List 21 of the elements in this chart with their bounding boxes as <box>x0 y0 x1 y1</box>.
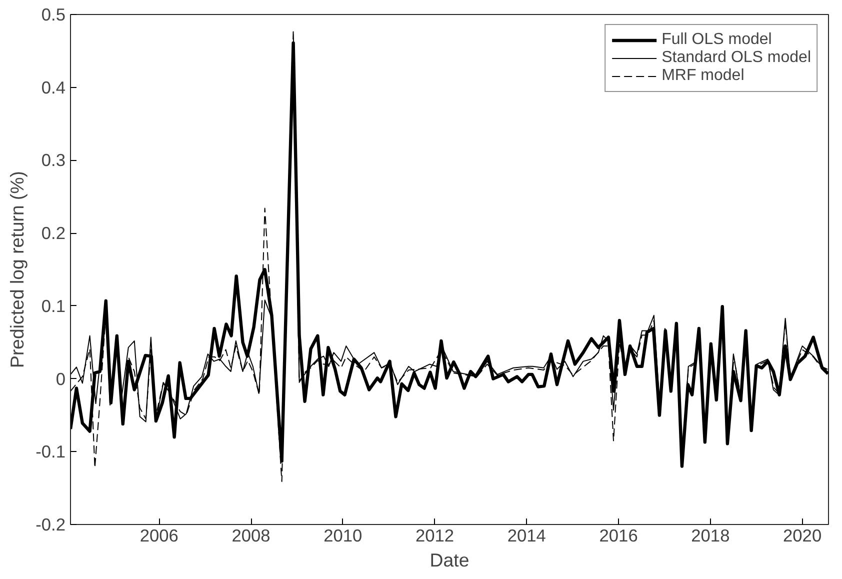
y-tick-label: 0.4 <box>41 77 66 98</box>
x-tick-label: 2012 <box>416 526 454 546</box>
y-tick-label: 0.3 <box>41 150 66 170</box>
y-tick-label: -0.1 <box>36 442 66 462</box>
y-tick-label: 0.1 <box>41 296 66 316</box>
x-axis-title: Date <box>430 550 470 570</box>
legend-label: MRF model <box>662 67 744 85</box>
x-tick-label: 2014 <box>507 526 546 546</box>
y-tick-label: 0.2 <box>41 223 66 244</box>
x-tick-label: 2016 <box>599 526 638 546</box>
x-tick-label: 2006 <box>140 526 178 546</box>
y-tick-label: 0.5 <box>41 4 66 24</box>
x-tick-label: 2018 <box>691 526 730 546</box>
legend-label: Standard OLS model <box>662 49 811 67</box>
legend-label: Full OLS model <box>662 31 772 49</box>
x-tick-label: 2008 <box>232 526 270 546</box>
x-tick-label: 2010 <box>324 526 362 546</box>
y-tick-label: -0.2 <box>36 514 66 534</box>
y-tick-label: 0 <box>56 368 66 389</box>
x-tick-label: 2020 <box>783 526 822 546</box>
y-axis-title: Predicted log return (%) <box>6 170 28 368</box>
